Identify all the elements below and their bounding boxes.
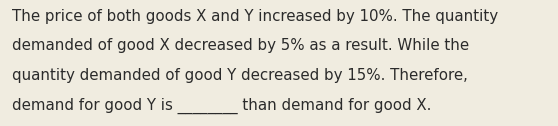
Text: The price of both goods X and Y increased by 10%. The quantity: The price of both goods X and Y increase… bbox=[12, 9, 498, 24]
Text: demanded of good X decreased by 5% as a result. While the: demanded of good X decreased by 5% as a … bbox=[12, 38, 469, 53]
Text: quantity demanded of good Y decreased by 15%. Therefore,: quantity demanded of good Y decreased by… bbox=[12, 68, 468, 83]
Text: demand for good Y is ________ than demand for good X.: demand for good Y is ________ than deman… bbox=[12, 98, 432, 114]
